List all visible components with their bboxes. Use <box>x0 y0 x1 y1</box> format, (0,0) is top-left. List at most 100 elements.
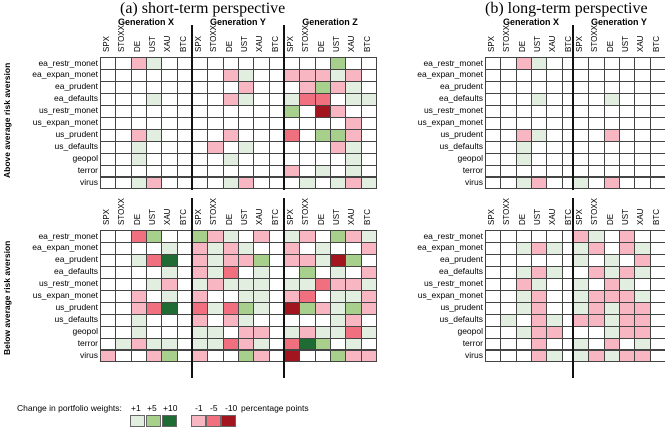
column-label: XAU <box>636 35 646 52</box>
column-label: STOXX <box>117 25 127 52</box>
heatmap-cell <box>192 349 209 363</box>
heatmap-cell <box>115 176 132 190</box>
row-label: us_prudent <box>440 302 483 313</box>
row-label: us_defaults <box>439 141 483 152</box>
row-label: us_defaults <box>439 314 483 325</box>
column-label: BTC <box>270 36 280 52</box>
row-label: ea_defaults <box>439 266 483 277</box>
generation-separator <box>572 198 574 378</box>
row-label: us_restr_monet <box>38 278 98 289</box>
row-label: geopol <box>72 326 98 337</box>
row-label: ea_expan_monet <box>32 242 98 253</box>
heatmap-cell <box>329 349 347 363</box>
heatmap-cell <box>618 176 636 190</box>
heatmap-cell <box>161 349 178 363</box>
column-label: DE <box>517 40 527 52</box>
row-label: us_prudent <box>55 129 98 140</box>
heatmap-cell <box>634 349 651 363</box>
heatmap-cell <box>546 176 563 190</box>
column-label: SPX <box>575 208 584 225</box>
legend-swatch <box>206 415 221 427</box>
generation-separator <box>283 25 285 190</box>
column-label: XAU <box>347 208 357 225</box>
generation-title: Generation Y <box>210 17 266 27</box>
row-label: ea_prudent <box>54 81 98 92</box>
heatmap-cell <box>222 349 239 363</box>
generation-title: Generation Z <box>302 17 358 27</box>
row-label: ea_restr_monet <box>423 230 483 241</box>
column-label: STOXX <box>301 198 311 225</box>
legend-swatch <box>130 415 145 427</box>
panel-title: (a) short-term perspective <box>120 0 286 17</box>
legend-tick: -10 <box>225 403 238 413</box>
heatmap-cell <box>222 176 239 190</box>
heatmap-cell <box>115 349 132 363</box>
column-label: DE <box>132 213 142 225</box>
row-label: us_restr_monet <box>38 105 98 116</box>
column-label: DE <box>224 40 234 52</box>
column-label: BTC <box>362 36 372 52</box>
generation-separator <box>572 25 574 190</box>
heatmap-cell <box>130 349 147 363</box>
generation-separator <box>283 198 285 378</box>
heatmap-cell <box>192 176 209 190</box>
column-label: XAU <box>548 35 558 52</box>
heatmap-cell <box>500 349 517 363</box>
heatmap-cell <box>649 176 665 190</box>
row-label: geopol <box>72 153 98 164</box>
heatmap-cell <box>345 176 362 190</box>
column-label: DE <box>132 40 142 52</box>
column-label: BTC <box>178 209 188 225</box>
row-label: ea_defaults <box>54 93 98 104</box>
generation-title: Generation X <box>117 17 174 27</box>
row-label: us_defaults <box>54 141 98 152</box>
generation-title: Generation X <box>502 17 559 27</box>
heatmap-cell <box>207 349 224 363</box>
heatmap-cell <box>530 176 548 190</box>
heatmap-cell <box>345 349 362 363</box>
heatmap-cell <box>603 176 620 190</box>
legend-tick: +10 <box>163 403 178 413</box>
heatmap-cell <box>634 176 651 190</box>
row-label: ea_defaults <box>439 93 483 104</box>
column-label: SPX <box>102 208 111 225</box>
column-label: UST <box>532 209 542 225</box>
column-label: DE <box>316 213 326 225</box>
row-label: us_defaults <box>54 314 98 325</box>
legend-swatch <box>191 415 206 427</box>
legend-tick: +5 <box>147 403 157 413</box>
heatmap-cell <box>100 349 117 363</box>
heatmap-cell <box>161 176 178 190</box>
heatmap-cell <box>237 349 255 363</box>
panel-title: (b) long-term perspective <box>485 0 648 17</box>
column-label: STOXX <box>502 198 512 225</box>
column-label: BTC <box>651 36 661 52</box>
heatmap-cell <box>603 349 620 363</box>
heatmap-cell <box>237 176 255 190</box>
column-label: UST <box>331 36 341 52</box>
row-label: terror <box>462 165 483 176</box>
column-label: BTC <box>270 209 280 225</box>
column-label: XAU <box>163 35 173 52</box>
column-label: STOXX <box>502 25 512 52</box>
column-label: UST <box>620 36 630 52</box>
heatmap-cell <box>253 176 270 190</box>
generation-title: Generation Y <box>591 17 647 27</box>
column-label: XAU <box>163 208 173 225</box>
row-label: terror <box>462 338 483 349</box>
heatmap-cell <box>284 349 301 363</box>
column-label: BTC <box>362 209 372 225</box>
heatmap-cell <box>485 176 502 190</box>
row-label: ea_restr_monet <box>38 57 98 68</box>
heatmap-cell <box>530 349 548 363</box>
column-label: STOXX <box>590 198 600 225</box>
legend-swatch <box>146 415 161 427</box>
column-label: UST <box>620 209 630 225</box>
row-label: terror <box>77 338 98 349</box>
heatmap-cell <box>485 349 502 363</box>
column-label: UST <box>331 209 341 225</box>
row-label: us_expan_monet <box>417 290 483 301</box>
column-label: SPX <box>575 35 584 52</box>
row-label: ea_expan_monet <box>417 69 483 80</box>
column-label: DE <box>316 40 326 52</box>
